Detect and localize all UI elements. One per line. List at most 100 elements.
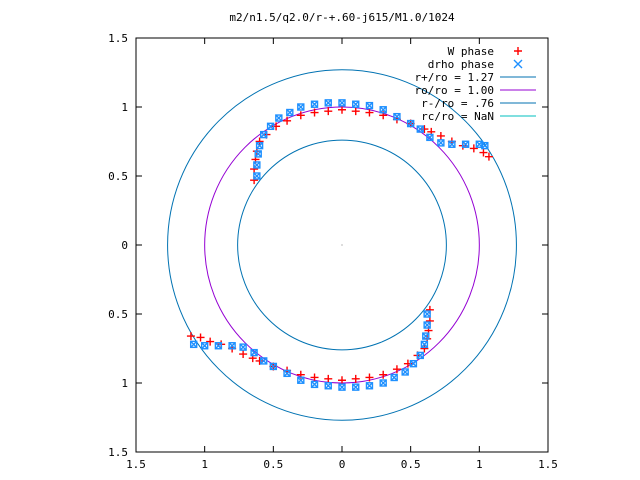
point-s1-25 xyxy=(423,321,431,329)
point-s0-9 xyxy=(310,108,319,117)
point-s1-46 xyxy=(200,342,209,350)
legend-label-5: rc/ro = NaN xyxy=(421,110,494,123)
point-s1-47 xyxy=(189,340,198,349)
point-s1-19 xyxy=(437,139,445,147)
point-s1-28 xyxy=(416,351,424,360)
point-s1-21 xyxy=(461,140,470,148)
point-s1-6 xyxy=(275,114,283,122)
point-s0-22 xyxy=(469,144,478,153)
point-s1-0 xyxy=(253,172,261,180)
point-s1-35 xyxy=(338,383,346,391)
point-s1-20 xyxy=(448,140,456,148)
point-s1-18 xyxy=(426,133,434,142)
point-s1-15 xyxy=(393,112,401,121)
point-s1-1 xyxy=(253,161,261,169)
chart-title: m2/n1.5/q2.0/r-+.60-j615/M1.0/1024 xyxy=(229,11,455,24)
point-s0-35 xyxy=(351,374,360,383)
origin-dot xyxy=(341,244,343,246)
y-tick-label-2: 0.5 xyxy=(108,308,128,321)
y-tick-label-5: 1 xyxy=(121,101,128,114)
point-s1-2 xyxy=(254,150,262,158)
point-s1-26 xyxy=(422,332,430,340)
axis-ticks: 1.5 1 0.5 0 0.5 1 1.51.510.500.511.5 xyxy=(108,32,558,471)
point-s0-29 xyxy=(420,344,429,353)
point-s1-7 xyxy=(286,108,294,117)
point-s1-16 xyxy=(406,119,415,128)
point-s1-3 xyxy=(255,141,264,150)
legend-label-2: r+/ro = 1.27 xyxy=(415,71,494,84)
x-tick-label-4: 0.5 xyxy=(401,458,421,471)
point-s1-24 xyxy=(423,310,431,318)
point-s1-29 xyxy=(409,359,418,368)
point-s1-41 xyxy=(260,357,268,365)
circle-series-4 xyxy=(237,139,447,351)
point-s0-10 xyxy=(324,107,333,116)
point-s1-30 xyxy=(401,368,409,376)
x-tick-label-3: 0 xyxy=(339,458,346,471)
point-s1-9 xyxy=(310,100,319,108)
point-s1-12 xyxy=(352,100,360,108)
point-s1-4 xyxy=(260,130,268,139)
point-s1-10 xyxy=(324,99,332,107)
point-s1-40 xyxy=(269,362,278,371)
point-s1-32 xyxy=(379,379,387,387)
point-s0-23 xyxy=(479,148,488,157)
point-s0-17 xyxy=(420,125,429,134)
point-s0-38 xyxy=(310,373,319,382)
point-s0-34 xyxy=(365,373,374,382)
point-s0-32 xyxy=(392,365,401,374)
point-s1-14 xyxy=(379,106,387,114)
legend-label-0: W phase xyxy=(448,45,494,58)
point-s1-38 xyxy=(297,376,305,384)
y-tick-label-0: 1.5 xyxy=(108,446,128,459)
x-tick-label-0: 1.5 xyxy=(126,458,146,471)
point-s1-23 xyxy=(481,141,489,150)
y-tick-label-1: 1 xyxy=(121,377,128,390)
point-s1-34 xyxy=(352,383,360,391)
point-s1-39 xyxy=(283,369,291,378)
legend-label-4: r-/ro = .76 xyxy=(421,97,494,110)
point-s0-44 xyxy=(239,350,248,359)
point-s1-8 xyxy=(297,103,305,111)
legend-label-3: ro/ro = 1.00 xyxy=(415,84,494,97)
point-s0-24 xyxy=(484,152,493,161)
point-s1-27 xyxy=(420,340,429,349)
point-s0-47 xyxy=(206,337,215,346)
point-s1-43 xyxy=(239,343,247,351)
legend-marker-1 xyxy=(513,59,523,69)
x-tick-label-2: 0.5 xyxy=(263,458,283,471)
point-s0-13 xyxy=(365,108,374,117)
plot-area: 1.5 1 0.5 0 0.5 1 1.51.510.500.511.5 xyxy=(108,32,558,471)
y-tick-label-4: 0.5 xyxy=(108,170,128,183)
legend-label-1: drho phase xyxy=(428,58,494,71)
point-s0-42 xyxy=(255,356,264,365)
circle-series-2 xyxy=(167,69,517,421)
point-s0-12 xyxy=(351,107,360,116)
y-tick-label-3: 0 xyxy=(121,239,128,252)
point-s1-45 xyxy=(214,342,223,350)
point-s1-42 xyxy=(250,348,258,357)
point-s0-36 xyxy=(338,376,346,385)
legend-marker-0 xyxy=(514,47,522,55)
point-s1-37 xyxy=(310,380,319,389)
point-s0-37 xyxy=(324,374,333,383)
point-s1-11 xyxy=(338,99,346,107)
point-s0-19 xyxy=(436,131,445,140)
point-s0-4 xyxy=(255,137,264,146)
x-tick-label-1: 1 xyxy=(201,458,208,471)
point-s1-36 xyxy=(324,382,332,390)
point-s1-17 xyxy=(416,125,424,133)
point-s1-13 xyxy=(365,101,374,110)
point-s1-33 xyxy=(365,382,374,390)
point-s0-49 xyxy=(186,332,195,341)
point-s0-8 xyxy=(296,111,305,120)
x-tick-label-6: 1.5 xyxy=(538,458,558,471)
data-markers xyxy=(186,99,493,391)
y-tick-label-6: 1.5 xyxy=(108,32,128,45)
x-tick-label-5: 1 xyxy=(476,458,483,471)
point-s0-7 xyxy=(283,116,292,125)
point-s1-31 xyxy=(390,373,398,382)
point-s0-11 xyxy=(338,105,346,114)
